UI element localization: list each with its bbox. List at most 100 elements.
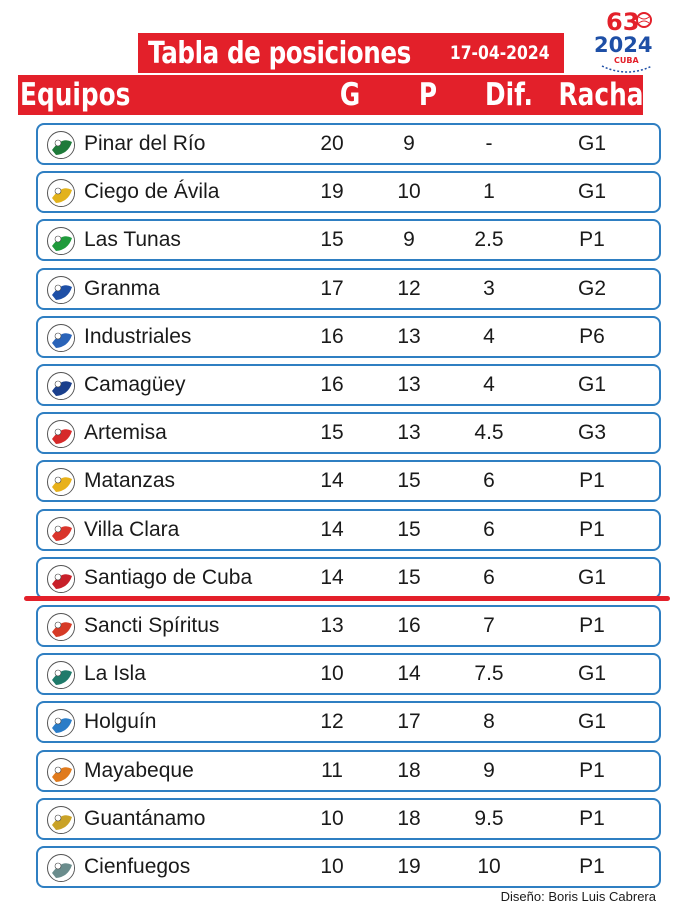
streak-value: G1 (577, 373, 606, 396)
games-behind-value: 6 (483, 469, 495, 492)
games-behind-value: 9.5 (474, 807, 504, 830)
streak-value: G1 (577, 566, 606, 589)
games-behind-value: 6 (483, 566, 495, 589)
losses-value: 17 (397, 710, 421, 733)
table-row: Holguín 12 17 8 G1 (36, 701, 661, 743)
sancti-spiritus-logo-icon (47, 613, 75, 641)
team-name: Granma (84, 277, 160, 300)
streak-value: G2 (577, 277, 606, 300)
streak-value: G1 (577, 180, 606, 203)
losses-value: 18 (397, 759, 421, 782)
wins-value: 14 (320, 566, 344, 589)
wins-value: 16 (320, 325, 344, 348)
guantanamo-logo-icon (47, 806, 75, 834)
streak-value: G1 (577, 662, 606, 685)
wins-value: 14 (320, 469, 344, 492)
losses-value: 15 (397, 518, 421, 541)
streak-value: P1 (579, 518, 605, 541)
holguin-logo-icon (47, 709, 75, 737)
playoff-cutoff-line (24, 596, 670, 601)
games-behind-value: 7.5 (474, 662, 504, 685)
wins-value: 10 (320, 807, 344, 830)
streak-value: G1 (577, 710, 606, 733)
table-row: La Isla 10 14 7.5 G1 (36, 653, 661, 695)
team-name: Guantánamo (84, 807, 206, 830)
table-row: Cienfuegos 10 19 10 P1 (36, 846, 661, 888)
games-behind-value: 7 (483, 614, 495, 637)
table-row: Matanzas 14 15 6 P1 (36, 460, 661, 502)
table-row: Villa Clara 14 15 6 P1 (36, 509, 661, 551)
team-name: Ciego de Ávila (84, 180, 220, 203)
header-racha: Racha (558, 77, 644, 113)
games-behind-value: - (485, 132, 493, 155)
industriales-logo-icon (47, 324, 75, 352)
wins-value: 15 (320, 421, 344, 444)
table-row: Las Tunas 15 9 2.5 P1 (36, 219, 661, 261)
games-behind-value: 8 (483, 710, 495, 733)
cienfuegos-logo-icon (47, 854, 75, 882)
granma-logo-icon (47, 276, 75, 304)
header-dif: Dif. (485, 77, 533, 113)
team-name: Sancti Spíritus (84, 614, 220, 637)
games-behind-value: 3 (483, 277, 495, 300)
logo-word: CUBA (614, 56, 639, 65)
games-behind-value: 4 (483, 325, 495, 348)
wins-value: 20 (320, 132, 344, 155)
losses-value: 14 (397, 662, 421, 685)
losses-value: 13 (397, 373, 421, 396)
santiago-de-cuba-logo-icon (47, 565, 75, 593)
header-p: P (418, 77, 438, 113)
team-name: Cienfuegos (84, 855, 191, 878)
streak-value: G1 (577, 132, 606, 155)
wins-value: 14 (320, 518, 344, 541)
team-name: Villa Clara (84, 518, 180, 541)
table-row: Pinar del Río 20 9 - G1 (36, 123, 661, 165)
matanzas-logo-icon (47, 468, 75, 496)
artemisa-logo-icon (47, 420, 75, 448)
streak-value: P1 (579, 614, 605, 637)
table-header: Equipos G P Dif. Racha (18, 75, 643, 115)
table-row: Ciego de Ávila 19 10 1 G1 (36, 171, 661, 213)
wins-value: 10 (320, 662, 344, 685)
pinar-del-rio-logo-icon (47, 131, 75, 159)
design-credit: Diseño: Boris Luis Cabrera (500, 889, 656, 904)
la-isla-logo-icon (47, 661, 75, 689)
las-tunas-logo-icon (47, 227, 75, 255)
title-bar: Tabla de posiciones 17-04-2024 (138, 33, 564, 73)
losses-value: 9 (403, 132, 415, 155)
streak-value: P1 (579, 807, 605, 830)
streak-value: P1 (579, 228, 605, 251)
table-row: Artemisa 15 13 4.5 G3 (36, 412, 661, 454)
losses-value: 16 (397, 614, 421, 637)
losses-value: 19 (397, 855, 421, 878)
games-behind-value: 9 (483, 759, 495, 782)
logo-number: 63 (606, 8, 639, 36)
team-name: Pinar del Río (84, 132, 206, 155)
wins-value: 15 (320, 228, 344, 251)
wins-value: 17 (320, 277, 344, 300)
streak-value: P1 (579, 759, 605, 782)
streak-value: P6 (579, 325, 605, 348)
table-row: Guantánamo 10 18 9.5 P1 (36, 798, 661, 840)
table-row: Camagüey 16 13 4 G1 (36, 364, 661, 406)
header-equipos: Equipos (20, 77, 131, 113)
team-name: Santiago de Cuba (84, 566, 253, 589)
losses-value: 15 (397, 566, 421, 589)
wins-value: 12 (320, 710, 344, 733)
wins-value: 16 (320, 373, 344, 396)
mayabeque-logo-icon (47, 758, 75, 786)
team-name: Artemisa (84, 421, 167, 444)
games-behind-value: 2.5 (474, 228, 504, 251)
team-name: Camagüey (84, 373, 186, 396)
table-row: Granma 17 12 3 G2 (36, 268, 661, 310)
streak-value: G3 (577, 421, 606, 444)
team-name: Industriales (84, 325, 192, 348)
table-row: Mayabeque 11 18 9 P1 (36, 750, 661, 792)
team-name: Holguín (84, 710, 157, 733)
games-behind-value: 1 (483, 180, 495, 203)
table-row: Sancti Spíritus 13 16 7 P1 (36, 605, 661, 647)
streak-value: P1 (579, 855, 605, 878)
series-63-logo-icon: 63 2024 CUBA (594, 8, 652, 73)
games-behind-value: 4.5 (474, 421, 504, 444)
losses-value: 9 (403, 228, 415, 251)
